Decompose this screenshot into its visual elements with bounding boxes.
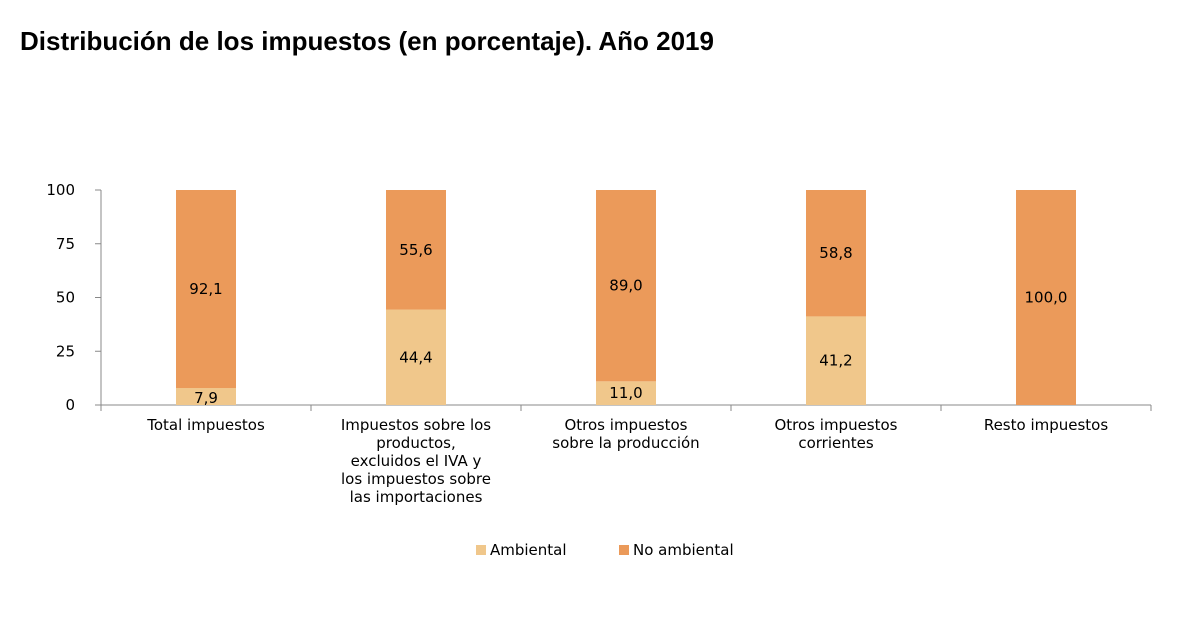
category-label-line: Impuestos sobre los [341, 416, 491, 434]
bar-segment [806, 316, 866, 405]
category-label-line: sobre la producción [552, 434, 699, 452]
bar-segment [596, 190, 656, 382]
y-tick-label: 25 [56, 342, 75, 360]
data-label: 100,0 [1025, 289, 1068, 307]
bar-segment [386, 309, 446, 405]
category-label-line: Otros impuestos [774, 416, 897, 434]
bar-segment [386, 190, 446, 310]
category-label-line: excluidos el IVA y [351, 452, 482, 470]
data-label: 55,6 [399, 241, 432, 259]
legend-label: No ambiental [633, 541, 734, 559]
category-label-line: Total impuestos [146, 416, 265, 434]
category-label-line: las importaciones [350, 488, 483, 506]
y-tick-label: 50 [56, 289, 75, 307]
data-label: 44,4 [399, 348, 432, 366]
category-label-line: productos, [376, 434, 455, 452]
category-label: Otros impuestos corrientes [774, 416, 897, 452]
category-label: Impuestos sobre los productos, excluidos e… [341, 416, 491, 506]
category-label-line: Resto impuestos [984, 416, 1109, 434]
y-tick-label: 75 [56, 235, 75, 253]
category-label: Otros impuestos sobre la producción [552, 416, 699, 452]
data-label: 11,0 [609, 384, 642, 402]
bar-segment [176, 190, 236, 389]
category-label: Total impuestos [146, 416, 265, 434]
data-label: 58,8 [819, 244, 852, 262]
category-labels: Total impuestos Impuestos sobre los produc… [146, 416, 1108, 506]
legend-label: Ambiental [490, 541, 567, 559]
bars [176, 190, 1076, 405]
category-label-line: Otros impuestos [564, 416, 687, 434]
legend-swatch [619, 545, 629, 555]
data-label: 89,0 [609, 277, 642, 295]
category-label-line: los impuestos sobre [341, 470, 491, 488]
category-label: Resto impuestos [984, 416, 1109, 434]
chart-title: Distribución de los impuestos (en porcen… [20, 26, 714, 56]
y-tick-label: 0 [65, 396, 75, 414]
y-tick-label: 100 [46, 181, 75, 199]
category-label-line: corrientes [798, 434, 874, 452]
bar-segment [1016, 190, 1076, 405]
data-label: 41,2 [819, 352, 852, 370]
legend-swatch [476, 545, 486, 555]
legend: Ambiental No ambiental [476, 541, 734, 559]
bar-segment [806, 190, 866, 317]
bar-segment [596, 381, 656, 405]
data-label: 7,9 [194, 389, 218, 407]
data-labels: 7,9 92,1 44,4 55,6 11,0 89,0 41,2 58,8 100,0 [189, 241, 1067, 407]
bar-segment [176, 388, 236, 405]
data-label: 92,1 [189, 280, 222, 298]
